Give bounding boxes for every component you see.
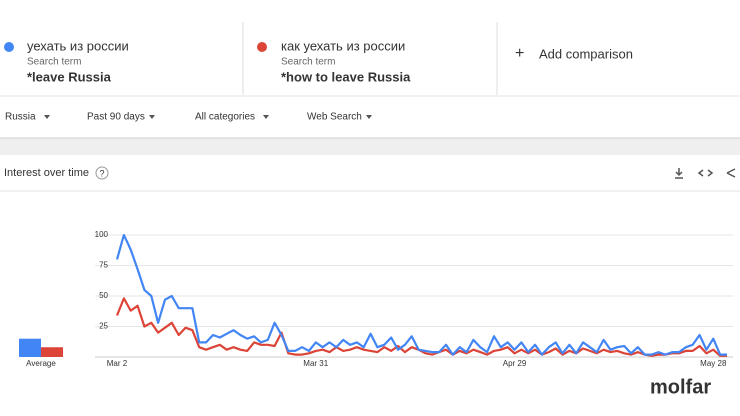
dropdown-arrow <box>366 115 372 119</box>
filter[interactable]: All categories <box>195 112 255 123</box>
term-dot <box>4 42 14 52</box>
filter[interactable]: Past 90 days <box>87 112 145 123</box>
dropdown-arrow <box>44 115 50 119</box>
logo: molfar <box>650 376 711 398</box>
average-bar <box>19 338 41 357</box>
filter[interactable]: Russia <box>5 112 36 123</box>
x-tick-label: Apr 29 <box>503 359 527 368</box>
term-sublabel: Search term <box>281 57 335 68</box>
x-tick-label: Mar 2 <box>107 359 128 368</box>
dropdown-arrow <box>149 115 155 119</box>
term[interactable]: как уехать из россии <box>281 38 405 53</box>
help-icon[interactable] <box>95 166 109 180</box>
series-line <box>115 233 727 356</box>
term-sublabel: Search term <box>27 57 81 68</box>
download-icon[interactable] <box>675 168 683 179</box>
dropdown-arrow <box>263 115 269 119</box>
series-line <box>115 297 727 357</box>
y-tick-label: 75 <box>99 261 108 270</box>
y-tick-label: 100 <box>95 230 109 239</box>
term-dot <box>257 42 267 52</box>
card-title: Interest over time <box>4 167 89 179</box>
term[interactable]: уехать из россии <box>27 38 129 53</box>
term-note: *leave Russia <box>27 69 112 84</box>
plot: 25 50 75 100 Mar 2 Mar 31 Apr 29 May 28 Average <box>19 230 733 368</box>
term-note: *how to leave Russia <box>281 69 411 84</box>
x-tick-label: May 28 <box>700 359 727 368</box>
y-tick-label: 50 <box>99 291 108 300</box>
average-label: Average <box>26 359 56 368</box>
y-tick-label: 25 <box>99 322 108 331</box>
help-icon-glyph: ? <box>99 168 104 178</box>
embed-icon[interactable] <box>697 169 714 177</box>
share-icon[interactable] <box>726 168 736 178</box>
plus-icon[interactable]: + <box>515 45 524 62</box>
separator-band <box>0 138 740 155</box>
x-tick-label: Mar 31 <box>303 359 328 368</box>
average-bar <box>41 347 63 357</box>
add-comparison[interactable]: Add comparison <box>539 46 633 61</box>
filter[interactable]: Web Search <box>307 112 362 123</box>
